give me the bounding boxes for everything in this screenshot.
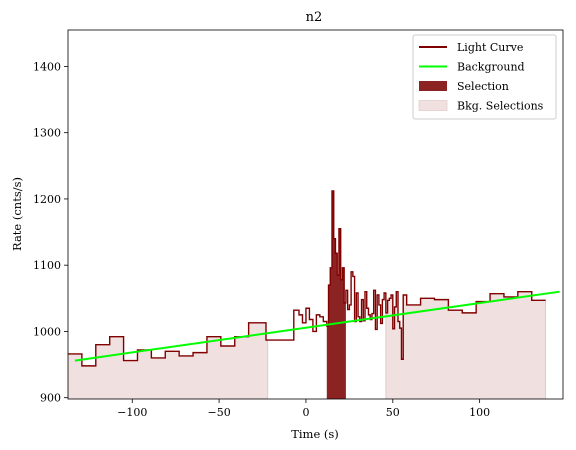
- x-tick-label: 0: [302, 406, 309, 419]
- selection-region: [326, 190, 346, 399]
- plot-area: [68, 190, 560, 399]
- x-tick-label: 50: [386, 406, 400, 419]
- legend-label-background: Background: [457, 61, 525, 74]
- light-curve-line: [68, 190, 546, 367]
- y-axis-ticks: 900 1000 1100 1200 1300 1400: [33, 60, 68, 405]
- legend-swatch-selection: [419, 81, 447, 91]
- chart-title: n2: [306, 10, 323, 25]
- y-tick-label: 1000: [33, 325, 61, 338]
- y-axis-label: Rate (cnts/s): [10, 177, 24, 251]
- y-tick-label: 1400: [33, 60, 61, 73]
- x-axis-label: Time (s): [291, 427, 339, 441]
- x-tick-label: 100: [469, 406, 490, 419]
- background-fit-line: [74, 290, 560, 362]
- legend-label-light-curve: Light Curve: [457, 41, 523, 54]
- y-tick-label: 1300: [33, 127, 61, 140]
- y-tick-label: 900: [40, 392, 61, 405]
- legend-label-selection: Selection: [457, 80, 509, 93]
- legend-swatch-bkg-selections: [418, 100, 448, 111]
- legend-box: [412, 34, 557, 120]
- plot-frame: [67, 29, 564, 400]
- x-tick-label: −100: [117, 406, 147, 419]
- y-tick-label: 1200: [33, 193, 61, 206]
- chart-legend: Light Curve Background Selection Bkg. Selec…: [412, 34, 557, 120]
- y-tick-label: 1100: [33, 259, 61, 272]
- selection-area: [326, 190, 346, 399]
- x-axis-ticks: −100 −50 0 50 100: [117, 399, 490, 419]
- x-tick-label: −50: [207, 406, 230, 419]
- legend-label-bkg-selections: Bkg. Selections: [457, 100, 544, 113]
